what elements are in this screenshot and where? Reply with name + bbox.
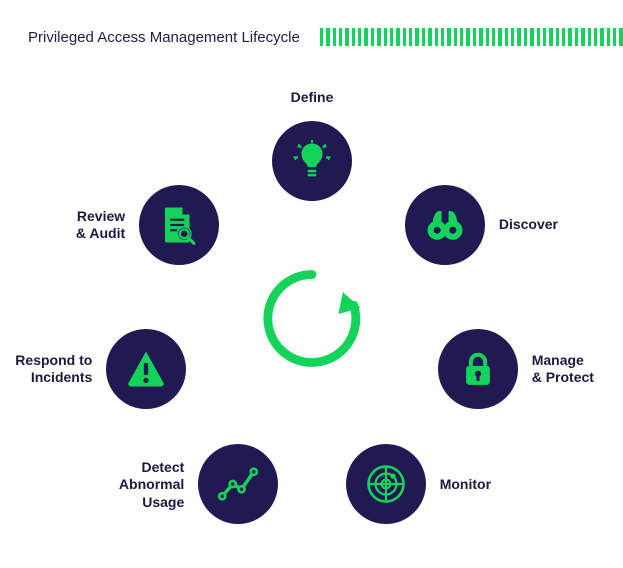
node-monitor [346,444,426,524]
node-manage [438,329,518,409]
analytics-icon [217,463,259,505]
label-detect: DetectAbnormalUsage [74,459,184,512]
warning-icon [125,348,167,390]
cycle-arrow-icon [257,264,367,379]
label-monitor: Monitor [440,476,491,494]
lock-icon [459,350,497,388]
page-title: Privileged Access Management Lifecycle [28,29,300,46]
label-define: Define [272,89,352,107]
doc-search-icon [158,204,200,246]
node-define [272,121,352,201]
stripe-decoration [320,28,623,46]
lifecycle-cycle: Define Discover Manage& Protect Monitor Dete… [0,74,623,568]
node-discover [405,185,485,265]
header: Privileged Access Management Lifecycle [28,28,623,46]
label-manage: Manage& Protect [532,352,594,387]
node-detect [198,444,278,524]
lightbulb-icon [291,140,333,182]
node-respond [106,329,186,409]
label-review: Review& Audit [15,208,125,243]
label-respond: Respond toIncidents [0,352,92,387]
label-discover: Discover [499,216,558,234]
radar-icon [365,463,407,505]
node-review [139,185,219,265]
binoculars-icon [424,204,466,246]
